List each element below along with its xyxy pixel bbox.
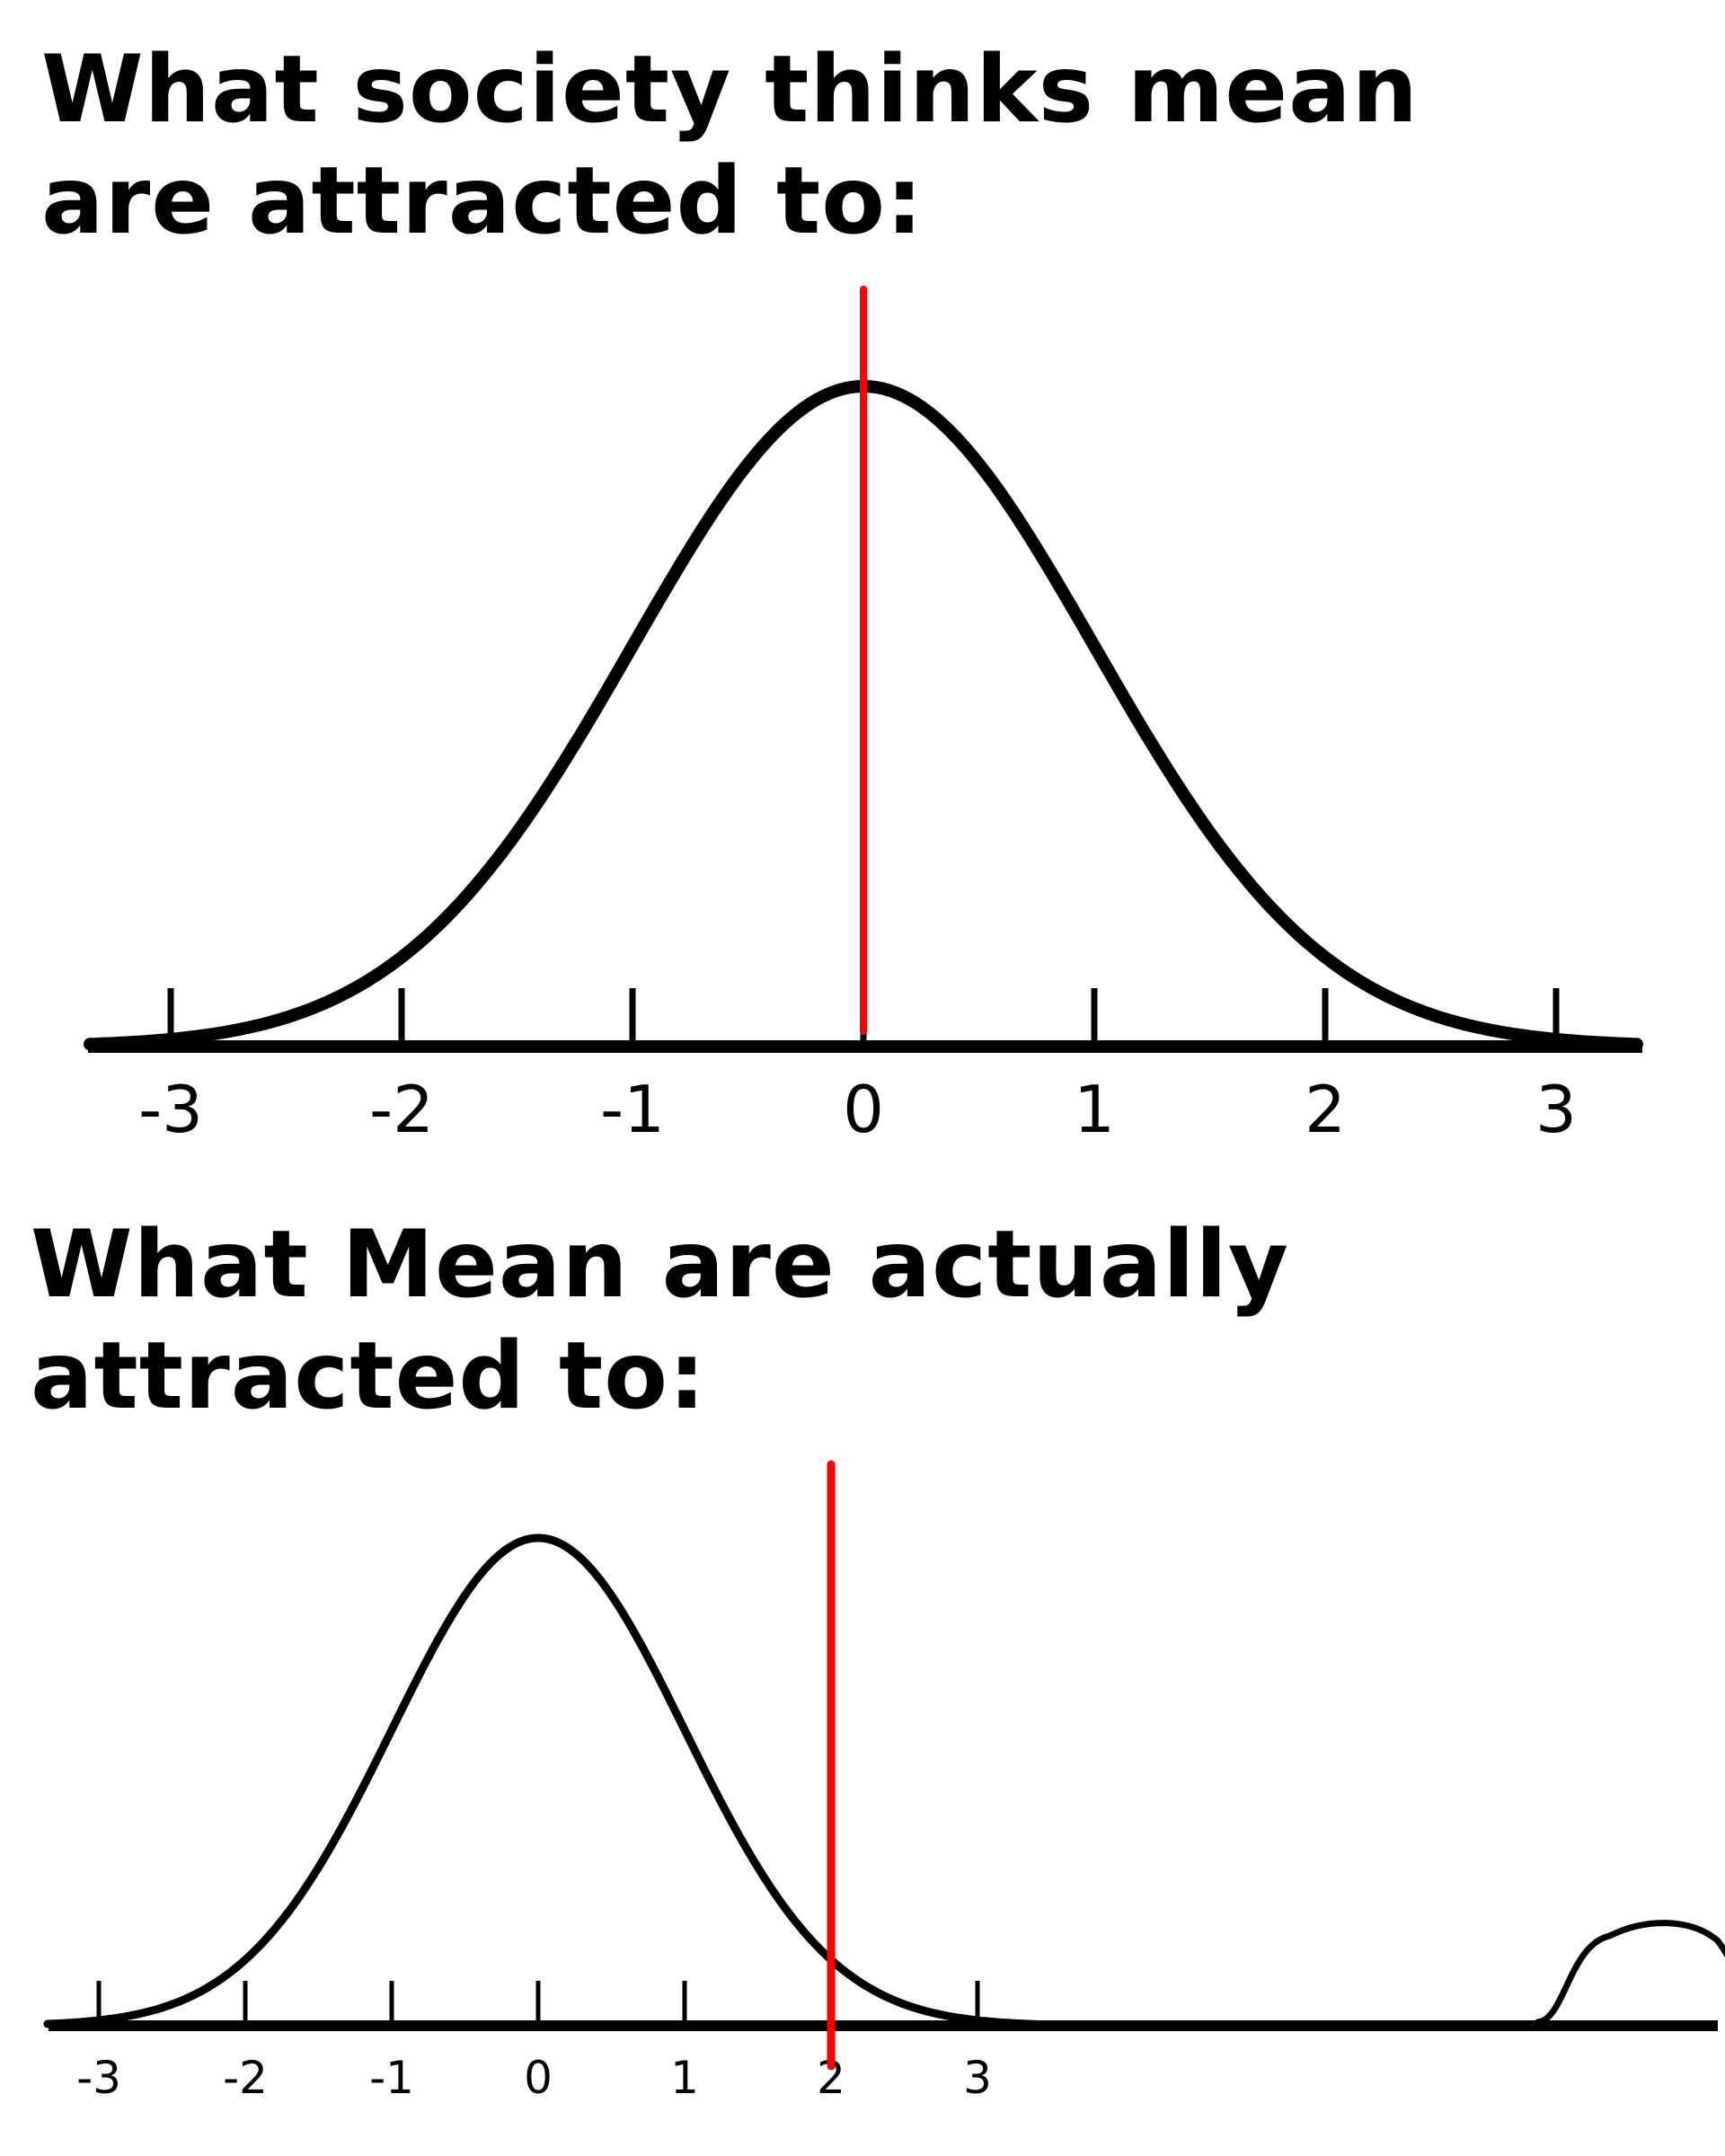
x-tick-label-2: -1 [369,2052,414,2104]
x-tick-label-6: 3 [1535,1072,1577,1147]
far-right-hump [1535,1920,1725,2026]
x-tick-label-1: -2 [369,1072,434,1147]
actual-attraction-bell-curve-chart: -3 -2 -1 0 1 2 3 [43,1460,1725,2104]
x-tick-label-4: 1 [1074,1072,1115,1147]
bell-curve [43,1533,1040,2028]
bottom-chart-title: What Mean are actually attracted to: [31,1211,1289,1430]
x-tick-label-2: -1 [600,1072,665,1147]
x-tick-label-4: 1 [670,2052,699,2104]
x-tick-label-1: -2 [223,2052,268,2104]
x-tick-label-3: 0 [524,2052,553,2104]
x-tick-label-0: -3 [138,1072,203,1147]
x-tick-label-0: -3 [76,2052,121,2104]
x-tick-label-5: 2 [1305,1072,1346,1147]
society-belief-bell-curve-chart: -3 -2 -1 0 1 2 3 [84,286,1643,1147]
top-chart-title: What society thinks mean are attracted t… [41,36,1419,255]
x-tick-label-3: 0 [843,1072,884,1147]
x-tick-label-6: 3 [963,2052,992,2104]
